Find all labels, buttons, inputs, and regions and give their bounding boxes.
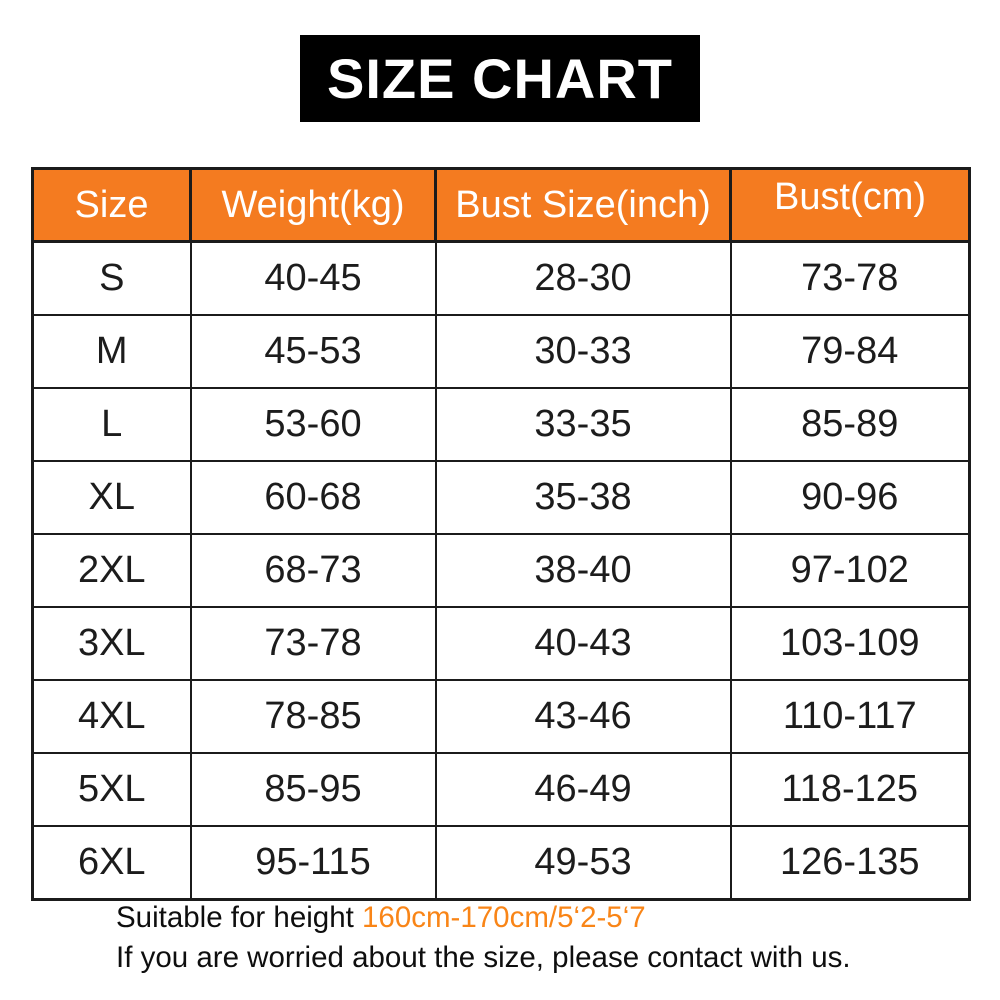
value-cell: 33-35 [434, 387, 732, 462]
table-row: 3XL 73-78 40-43 103-109 [31, 606, 971, 681]
table-row: 6XL 95-115 49-53 126-135 [31, 825, 971, 901]
size-cell: 6XL [31, 825, 192, 901]
value-cell: 118-125 [729, 752, 971, 827]
column-header: Bust Size(inch) [434, 167, 732, 243]
value-cell: 110-117 [729, 679, 971, 754]
table-row: M 45-53 30-33 79-84 [31, 314, 971, 389]
value-cell: 126-135 [729, 825, 971, 901]
value-cell: 46-49 [434, 752, 732, 827]
footer-line1-prefix: Suitable for height [116, 901, 362, 934]
value-cell: 97-102 [729, 533, 971, 608]
footer-line1-highlight: 160cm-170cm/5‘2-5‘7 [362, 901, 646, 934]
value-cell: 43-46 [434, 679, 732, 754]
value-cell: 45-53 [189, 314, 437, 389]
size-cell: L [31, 387, 192, 462]
table-row: 2XL 68-73 38-40 97-102 [31, 533, 971, 608]
value-cell: 35-38 [434, 460, 732, 535]
size-cell: 4XL [31, 679, 192, 754]
size-cell: 2XL [31, 533, 192, 608]
table-row: 5XL 85-95 46-49 118-125 [31, 752, 971, 827]
column-header-label: Bust Size(inch) [455, 183, 711, 226]
size-cell: XL [31, 460, 192, 535]
header-row: Size Weight(kg) Bust Size(inch) Bust(cm) [31, 167, 971, 243]
value-cell: 95-115 [189, 825, 437, 901]
size-cell: 3XL [31, 606, 192, 681]
value-cell: 40-45 [189, 240, 437, 316]
value-cell: 28-30 [434, 240, 732, 316]
column-header-label: Weight(kg) [221, 183, 405, 226]
table-row: XL 60-68 35-38 90-96 [31, 460, 971, 535]
footer-note: Suitable for height 160cm-170cm/5‘2-5‘7 … [116, 898, 851, 978]
size-cell: S [31, 240, 192, 316]
column-header: Bust(cm) [729, 167, 971, 243]
banner-title: SIZE CHART [327, 47, 673, 110]
value-cell: 79-84 [729, 314, 971, 389]
value-cell: 85-95 [189, 752, 437, 827]
table-row: L 53-60 33-35 85-89 [31, 387, 971, 462]
size-cell: 5XL [31, 752, 192, 827]
value-cell: 38-40 [434, 533, 732, 608]
footer-line1: Suitable for height 160cm-170cm/5‘2-5‘7 [116, 898, 851, 938]
table-row: 4XL 78-85 43-46 110-117 [31, 679, 971, 754]
column-header-label: Size [74, 183, 149, 226]
value-cell: 49-53 [434, 825, 732, 901]
footer-line2: If you are worried about the size, pleas… [116, 941, 851, 974]
value-cell: 68-73 [189, 533, 437, 608]
value-cell: 73-78 [189, 606, 437, 681]
value-cell: 53-60 [189, 387, 437, 462]
value-cell: 73-78 [729, 240, 971, 316]
column-header: Weight(kg) [189, 167, 437, 243]
value-cell: 78-85 [189, 679, 437, 754]
size-cell: M [31, 314, 192, 389]
size-table-body: S 40-45 28-30 73-78 M 45-53 30-33 79-84 L 53-60 33… [31, 240, 971, 901]
column-header-label: Bust(cm) [774, 175, 926, 218]
value-cell: 40-43 [434, 606, 732, 681]
value-cell: 85-89 [729, 387, 971, 462]
value-cell: 30-33 [434, 314, 732, 389]
table-row: S 40-45 28-30 73-78 [31, 240, 971, 316]
value-cell: 60-68 [189, 460, 437, 535]
value-cell: 103-109 [729, 606, 971, 681]
size-chart-banner: SIZE CHART [300, 35, 700, 122]
column-header: Size [31, 167, 192, 243]
value-cell: 90-96 [729, 460, 971, 535]
